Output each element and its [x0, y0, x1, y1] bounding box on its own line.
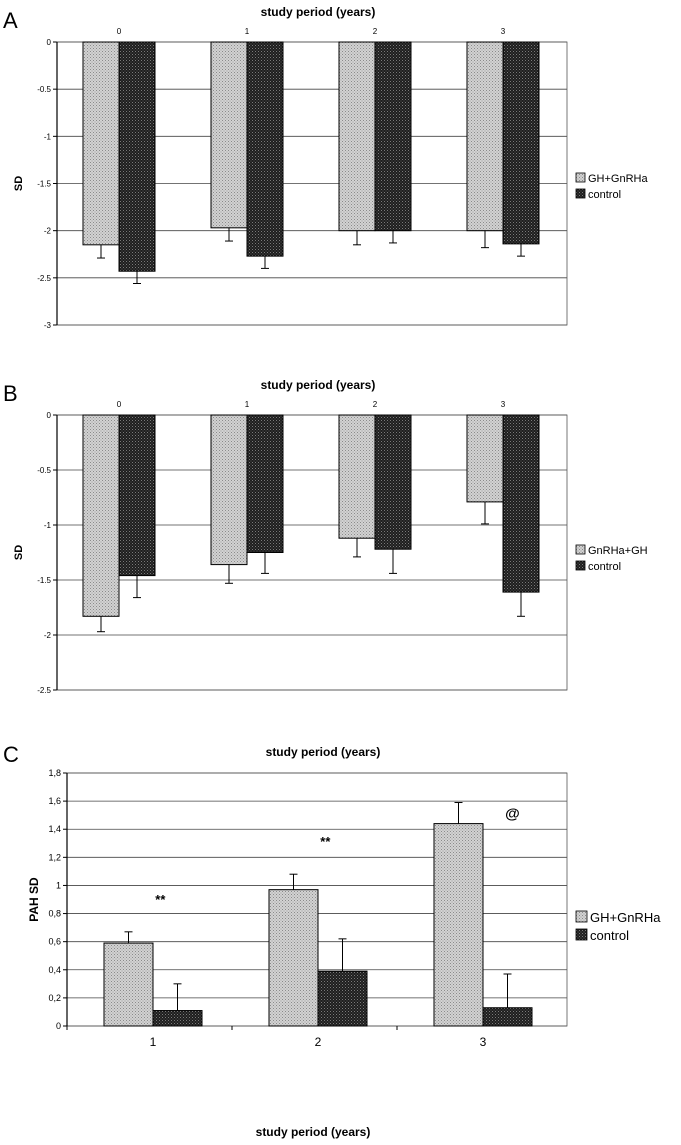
legend-swatch [575, 928, 588, 941]
y-tick-label: -1 [44, 521, 52, 530]
bar-treated [82, 41, 120, 246]
y-tick-label: -0.5 [37, 466, 51, 475]
bar-treated [103, 942, 154, 1027]
significance-annotation: ** [320, 834, 331, 849]
x-tick-label: 2 [315, 1035, 322, 1049]
y-tick-label: -3 [44, 321, 52, 330]
y-tick-label: 1,4 [48, 824, 61, 834]
legend-swatch [575, 172, 586, 183]
panel-label: B [3, 381, 18, 406]
x-tick-label: 3 [501, 27, 506, 36]
bar-treated [210, 41, 248, 229]
legend: GH+GnRHa control [575, 172, 648, 201]
bar-control [502, 41, 540, 245]
y-axis-label: PAH SD [27, 877, 41, 922]
legend: GnRHa+GH control [575, 544, 648, 573]
y-tick-label: 0 [47, 411, 52, 420]
panel-label: A [3, 8, 18, 33]
y-axis-label: SD [13, 545, 25, 560]
y-tick-label: 0,4 [48, 965, 61, 975]
panel-label: C [3, 742, 19, 767]
legend-swatch [575, 188, 586, 199]
y-tick-label: -2.5 [37, 274, 51, 283]
legend-label: control [588, 561, 621, 573]
y-tick-label: 0 [56, 1021, 61, 1031]
chart-title: study period (years) [261, 5, 376, 19]
legend: GH+GnRHa control [575, 910, 661, 943]
significance-annotation: @ [505, 806, 520, 823]
x-tick-label: 1 [245, 400, 250, 409]
chart-title: study period (years) [266, 745, 381, 759]
bar-control [246, 41, 284, 257]
x-tick-label: 0 [117, 400, 122, 409]
bar-control [317, 970, 368, 1027]
bar-control [482, 1007, 533, 1027]
bar-control [152, 1010, 203, 1027]
y-tick-label: 0,6 [48, 937, 61, 947]
y-tick-label: -2.5 [37, 686, 51, 695]
bar-control [246, 414, 284, 553]
bar-treated [268, 889, 319, 1027]
bar-treated [210, 414, 248, 566]
x-axis-label: study period (years) [256, 1125, 371, 1139]
legend-swatch [575, 910, 588, 923]
y-tick-label: -1.5 [37, 576, 51, 585]
chart-title: study period (years) [261, 378, 376, 392]
x-tick-label: 1 [245, 27, 250, 36]
bar-control [502, 414, 540, 593]
bar-treated [466, 414, 504, 503]
legend-label: GH+GnRHa [588, 173, 648, 185]
legend-swatch [575, 544, 586, 555]
y-tick-label: -0.5 [37, 85, 51, 94]
legend-label: GnRHa+GH [588, 545, 648, 557]
y-tick-label: -2 [44, 227, 52, 236]
y-tick-label: -1.5 [37, 180, 51, 189]
bar-control [118, 41, 156, 272]
y-axis-label: SD [13, 176, 25, 191]
y-tick-label: -1 [44, 132, 52, 141]
y-tick-label: 1,6 [48, 796, 61, 806]
y-tick-label: 1 [56, 880, 61, 890]
legend-label: GH+GnRHa [590, 910, 661, 925]
significance-annotation: ** [155, 892, 166, 907]
legend-label: control [588, 189, 621, 201]
y-tick-label: 0 [47, 38, 52, 47]
bar-control [118, 414, 156, 577]
bar-control [374, 41, 412, 232]
x-tick-label: 3 [501, 400, 506, 409]
y-tick-label: -2 [44, 631, 52, 640]
x-tick-label: 0 [117, 27, 122, 36]
x-tick-label: 2 [373, 400, 378, 409]
x-tick-label: 3 [480, 1035, 487, 1049]
x-tick-label: 2 [373, 27, 378, 36]
x-tick-label: 1 [150, 1035, 157, 1049]
bar-control [374, 414, 412, 550]
legend-label: control [590, 928, 629, 943]
bar-treated [433, 823, 484, 1027]
y-tick-label: 0,8 [48, 909, 61, 919]
bar-treated [338, 41, 376, 232]
bar-treated [338, 414, 376, 539]
y-tick-label: 1,8 [48, 768, 61, 778]
y-tick-label: 1,2 [48, 852, 61, 862]
bar-treated [82, 414, 120, 617]
y-tick-label: 0,2 [48, 993, 61, 1003]
legend-swatch [575, 560, 586, 571]
bar-treated [466, 41, 504, 232]
